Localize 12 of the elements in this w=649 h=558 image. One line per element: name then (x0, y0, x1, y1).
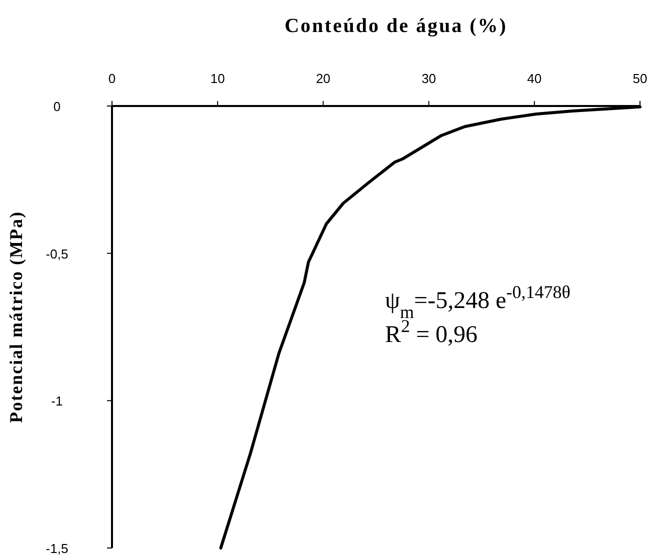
x-tick-label: 20 (316, 71, 330, 86)
x-axis-title: Conteúdo de água (%) (284, 15, 508, 37)
x-tick-label: 30 (422, 71, 436, 86)
x-tick-label: 10 (210, 71, 225, 86)
y-tick-label: -1 (51, 394, 63, 409)
x-tick-label: 0 (108, 71, 116, 86)
y-tick-label: -1,5 (46, 541, 68, 556)
x-tick-label: 40 (527, 71, 542, 86)
y-tick-label: -0,5 (46, 246, 68, 262)
y-axis-title: Potencial mátrico (MPa) (6, 211, 26, 423)
x-tick-label: 50 (632, 71, 648, 86)
y-tick-label: 0 (53, 99, 61, 114)
